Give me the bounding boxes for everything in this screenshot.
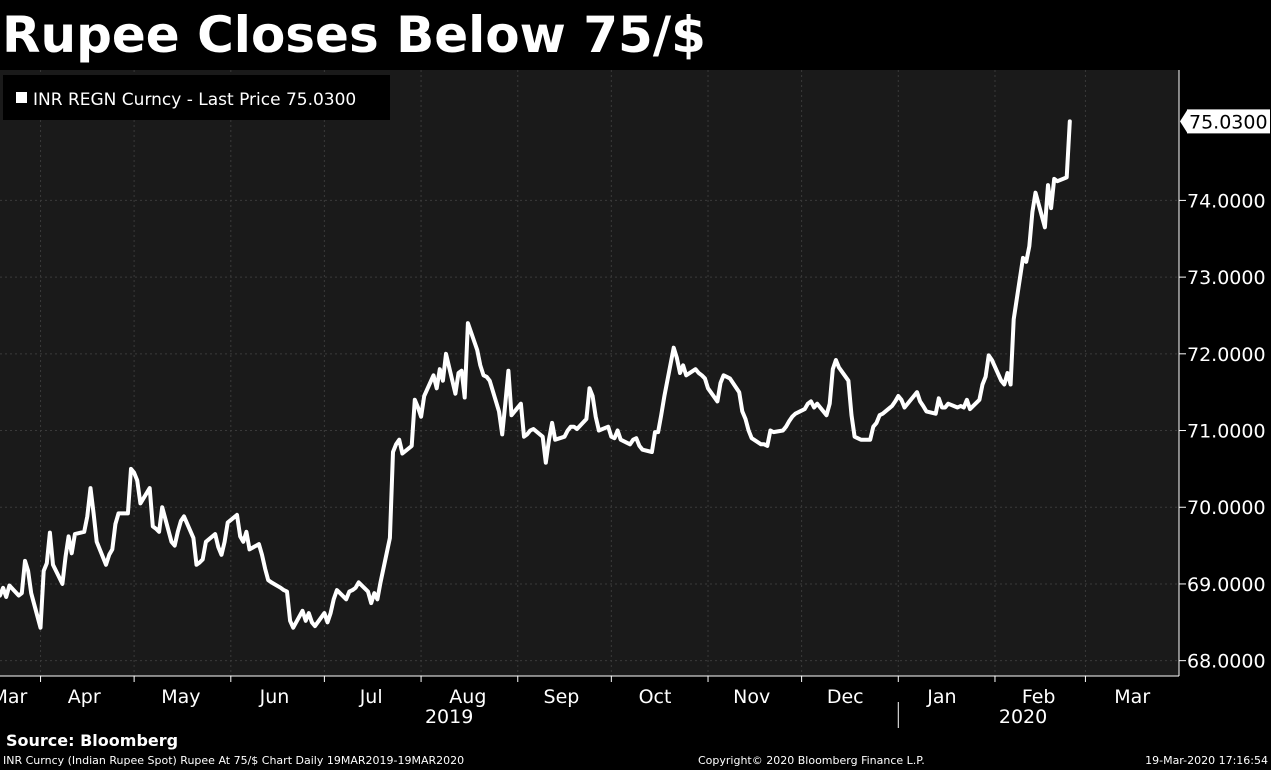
last-price-arrow — [1180, 110, 1187, 133]
footer-bar: INR Curncy (Indian Rupee Spot) Rupee At … — [0, 752, 1271, 770]
y-tick-label: 73.0000 — [1187, 267, 1266, 289]
x-year-label: 2020 — [999, 706, 1047, 728]
line-chart: 68.0000 69.0000 70.0000 71.0000 72.0000 73.00… — [0, 70, 1270, 728]
x-axis-year-labels: 2019 2020 — [425, 702, 1047, 728]
x-month-label: Oct — [639, 686, 672, 708]
x-axis-ticks — [40, 70, 1086, 682]
x-month-label: Jul — [359, 686, 383, 708]
x-month-label: Jun — [259, 686, 290, 708]
legend-label: INR REGN Curncy - Last Price 75.0300 — [33, 90, 356, 110]
plot-area — [0, 70, 1179, 676]
chart-legend: INR REGN Curncy - Last Price 75.0300 — [3, 75, 390, 120]
footer-chart-info: INR Curncy (Indian Rupee Spot) Rupee At … — [3, 754, 465, 767]
x-month-label: May — [161, 686, 200, 708]
legend-swatch — [16, 92, 27, 103]
y-tick-label: 74.0000 — [1187, 190, 1266, 212]
x-month-label: Mar — [0, 686, 27, 708]
footer-timestamp: 19-Mar-2020 17:16:54 — [1145, 754, 1268, 767]
x-month-label: Mar — [1114, 686, 1150, 708]
x-year-label: 2019 — [425, 706, 473, 728]
last-price-box — [1187, 109, 1270, 134]
y-tick-label: 68.0000 — [1187, 651, 1266, 673]
legend-box — [3, 75, 390, 120]
inr-price-line — [0, 119, 1072, 630]
x-month-label: Aug — [449, 686, 486, 708]
y-tick-label: 71.0000 — [1187, 421, 1266, 443]
chart-title: Rupee Closes Below 75/$ — [2, 6, 706, 64]
x-month-label: Nov — [733, 686, 770, 708]
y-axis-labels: 68.0000 69.0000 70.0000 71.0000 72.0000 73.00… — [1179, 190, 1266, 673]
x-month-label: Apr — [68, 686, 101, 708]
last-price-label: 75.0300 — [1189, 111, 1268, 133]
y-tick-label: 70.0000 — [1187, 497, 1266, 519]
x-month-label: Feb — [1022, 686, 1056, 708]
x-month-label: Dec — [827, 686, 864, 708]
gridlines — [0, 199, 1179, 662]
last-price-marker: 75.0300 — [1180, 109, 1270, 134]
x-month-label: Jan — [926, 686, 956, 708]
y-tick-label: 72.0000 — [1187, 344, 1266, 366]
footer-copyright: Copyright© 2020 Bloomberg Finance L.P. — [698, 754, 925, 767]
x-axis-month-labels: Mar Apr May Jun Jul Aug Sep Oct Nov Dec Jan Feb Mar — [0, 686, 1150, 708]
x-month-label: Sep — [544, 686, 580, 708]
y-tick-label: 69.0000 — [1187, 574, 1266, 596]
source-note: Source: Bloomberg — [6, 731, 179, 750]
